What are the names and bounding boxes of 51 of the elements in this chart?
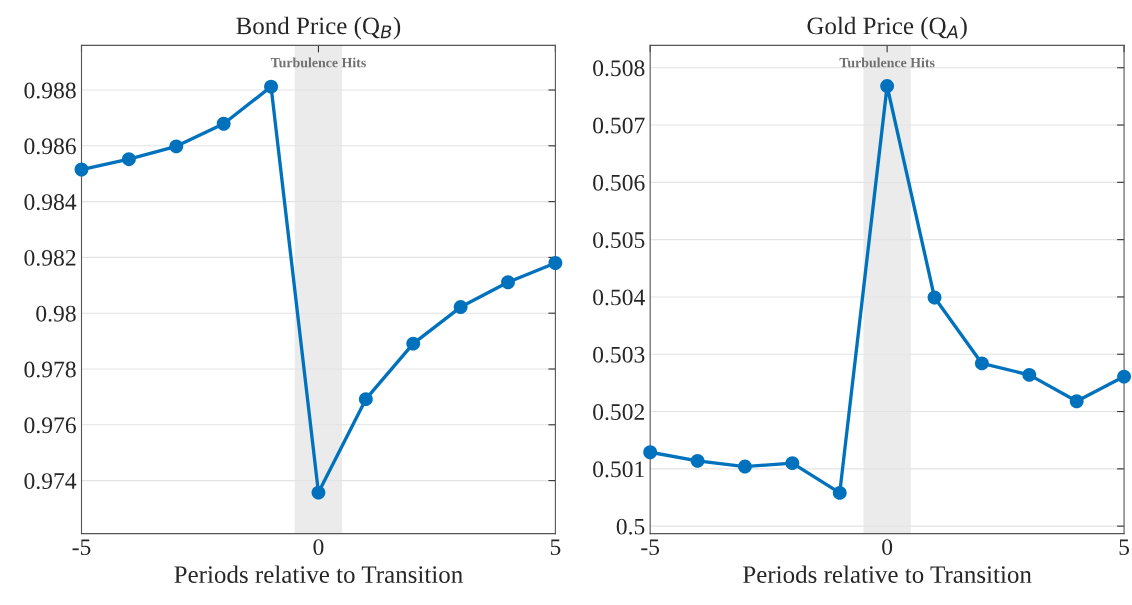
y-tick-label: 0.5 (616, 518, 645, 535)
point (974, 356, 989, 371)
y-tick-label: 0.982 (24, 249, 76, 266)
point (880, 79, 895, 94)
point (358, 392, 373, 407)
y-tick-label: 0.501 (593, 461, 644, 478)
point (738, 459, 752, 474)
x-tick-label: 0 (313, 539, 324, 556)
point (121, 152, 136, 167)
y-tick-label: 0.507 (593, 117, 645, 134)
point (216, 116, 231, 131)
y-tick-label: 0.978 (24, 361, 76, 378)
point (74, 162, 89, 177)
y-tick-label: 0.508 (593, 60, 645, 77)
x-axis-title: Periods relative to Transition (743, 565, 1032, 584)
point (453, 300, 468, 315)
point (690, 453, 705, 468)
y-tick-label: 0.974 (24, 473, 77, 490)
point (264, 79, 279, 94)
x-tick-label: 5 (550, 539, 561, 556)
x-tick-label: 5 (1119, 539, 1130, 556)
point (501, 275, 515, 290)
x-tick-label: -5 (72, 539, 91, 556)
y-tick-label: 0.504 (593, 289, 645, 306)
x-tick-label: -5 (641, 539, 660, 556)
point (1022, 367, 1037, 382)
point (169, 139, 184, 154)
band-label: Turbulence Hits (270, 57, 366, 68)
band-label: Turbulence Hits (839, 57, 935, 68)
chart-title: Bond Price (Q$_{B}$) (236, 16, 401, 40)
y-tick-label: 0.988 (24, 82, 76, 99)
point (1069, 394, 1084, 409)
point (785, 456, 800, 471)
y-tick-label: 0.984 (24, 194, 77, 211)
y-tick-label: 0.505 (593, 232, 645, 249)
y-tick-label: 0.98 (36, 305, 76, 322)
y-tick-label: 0.976 (24, 417, 76, 434)
point (1117, 369, 1132, 384)
point (406, 336, 421, 351)
point (311, 485, 326, 500)
y-tick-label: 0.986 (24, 138, 76, 155)
point (643, 445, 658, 460)
x-tick-label: 0 (882, 539, 893, 556)
point (832, 485, 847, 500)
y-tick-label: 0.506 (593, 174, 645, 191)
y-tick-label: 0.503 (593, 346, 645, 363)
chart-title: Gold Price (Q$_{A}$) (807, 16, 967, 40)
y-tick-label: 0.502 (593, 404, 645, 421)
x-axis-title: Periods relative to Transition (174, 565, 463, 584)
point (548, 256, 563, 270)
point (927, 290, 942, 305)
